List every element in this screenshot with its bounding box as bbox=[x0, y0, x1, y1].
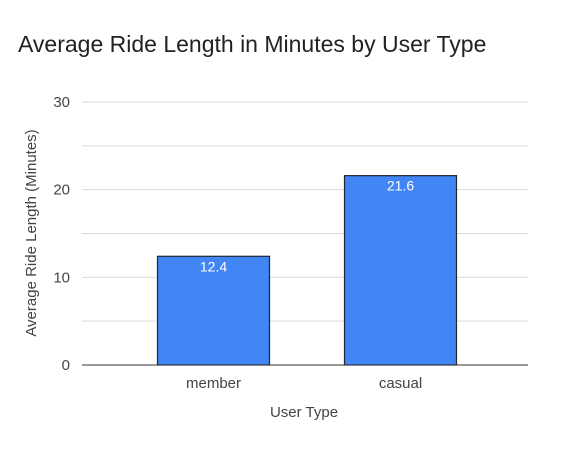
data-labels: 12.4 21.6 bbox=[200, 178, 414, 275]
chart-title: Average Ride Length in Minutes by User T… bbox=[18, 31, 486, 57]
data-label-member: 12.4 bbox=[200, 258, 227, 274]
y-tick-label: 10 bbox=[53, 269, 70, 286]
gridlines bbox=[82, 101, 528, 322]
x-axis-label: User Type bbox=[270, 404, 338, 421]
x-tick-label-casual: casual bbox=[379, 375, 422, 392]
y-tick-label: 0 bbox=[62, 357, 70, 374]
y-tick-label: 20 bbox=[53, 182, 70, 199]
data-label-casual: 21.6 bbox=[387, 178, 414, 194]
bars bbox=[156, 175, 458, 366]
x-axis-ticks: member casual bbox=[186, 375, 422, 392]
y-tick-label: 30 bbox=[53, 94, 70, 111]
y-axis-label: Average Ride Length (Minutes) bbox=[23, 129, 40, 336]
bar-casual bbox=[343, 175, 458, 366]
x-tick-label-member: member bbox=[186, 375, 241, 392]
y-axis-ticks: 0 10 20 30 bbox=[53, 94, 70, 374]
